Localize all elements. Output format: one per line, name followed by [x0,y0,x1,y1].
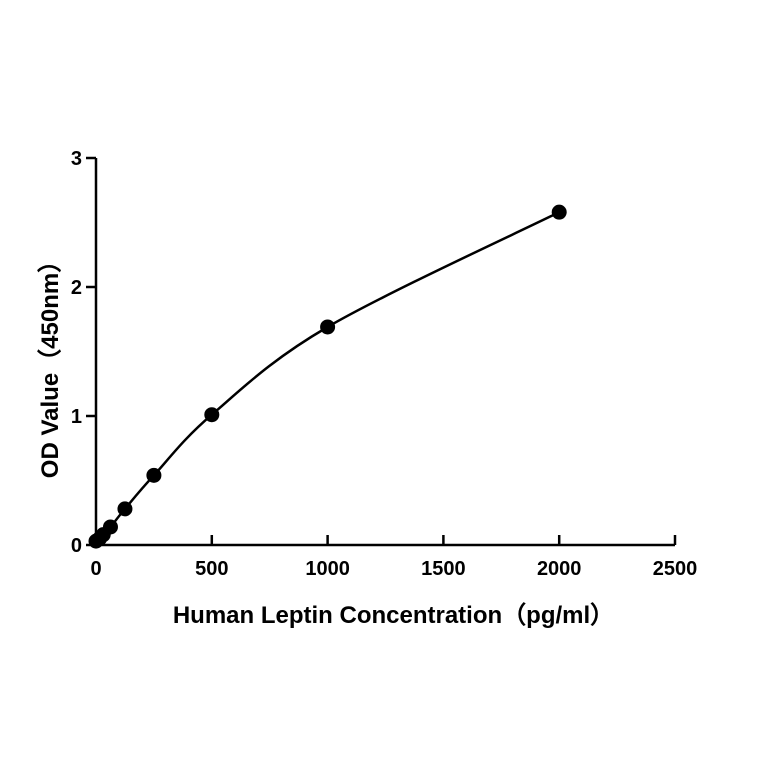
x-axis-ticks: 0 500 1000 1500 2000 2500 [90,535,697,580]
data-point-8 [551,204,567,220]
y-tick-label-1: 1 [71,406,82,428]
x-tick-label-1: 500 [195,558,228,580]
data-point-6 [204,407,220,423]
data-point-4 [117,501,133,517]
y-tick-label-3: 3 [71,148,82,170]
x-tick-label-5: 2500 [653,558,698,580]
data-point-3 [102,519,118,535]
x-axis-title: Human Leptin Concentration（pg/ml） [173,602,614,629]
fit-curve [95,211,560,543]
y-axis-ticks: 0 1 2 3 [71,148,96,557]
data-point-7 [320,319,336,335]
x-tick-label-0: 0 [90,558,101,580]
y-tick-label-0: 0 [71,535,82,557]
plot-area: 0 500 1000 1500 2000 2500 0 1 2 3 [71,148,697,580]
x-tick-label-2: 1000 [305,558,350,580]
data-point-5 [146,467,162,483]
y-axis-title: OD Value（450nm） [37,249,64,478]
y-tick-label-2: 2 [71,277,82,299]
x-tick-label-4: 2000 [537,558,582,580]
data-points [88,204,567,549]
x-tick-label-3: 1500 [421,558,466,580]
